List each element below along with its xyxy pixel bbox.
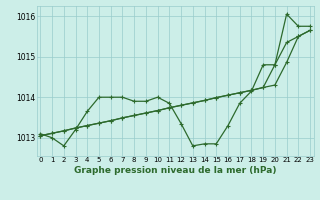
X-axis label: Graphe pression niveau de la mer (hPa): Graphe pression niveau de la mer (hPa) (74, 166, 276, 175)
